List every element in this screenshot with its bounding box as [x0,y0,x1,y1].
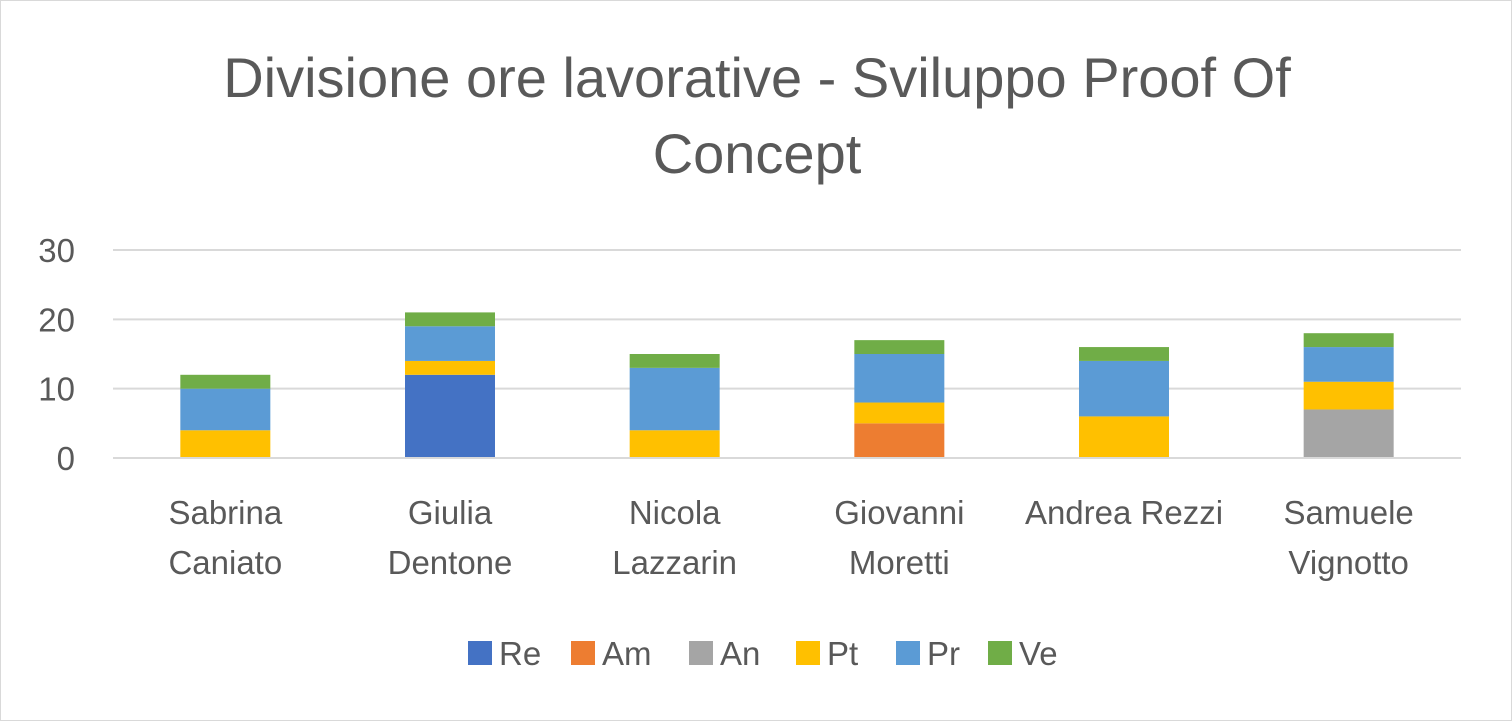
bar-segment-pr [629,367,720,431]
legend-swatch-pr [896,641,920,665]
bar-segment-pt [629,430,720,458]
x-category-label: Andrea Rezzi [1025,494,1223,531]
x-category-label: Sabrina [168,494,282,531]
chart-title: Divisione ore lavorative - Sviluppo Proo… [223,46,1291,185]
bar-segment-pt [854,402,945,424]
bar-segment-pt [1079,416,1169,458]
chart-title-line: Concept [653,122,862,185]
bar-segment-pt [405,360,495,375]
bar-segment-ve [1079,347,1169,361]
legend-label-re: Re [499,635,541,672]
x-category-label: Caniato [168,544,282,581]
legend-label-pr: Pr [927,635,960,672]
y-tick-label: 30 [38,232,75,269]
bar-segment-re [405,374,495,458]
legend-swatch-ve [988,641,1012,665]
y-tick-label: 20 [38,301,75,338]
bar-segment-ve [629,354,720,368]
y-tick-label: 10 [38,371,75,408]
bar-segment-ve [180,374,271,389]
bar-segment-an [1303,409,1394,458]
bar-segment-am [854,423,945,458]
x-axis-categories: Sabrina Caniato Giulia Dentone Nicola Lazzari… [168,494,1413,581]
legend-label-pt: Pt [827,635,858,672]
x-category-label: Giovanni [834,494,964,531]
bar-segment-ve [854,340,945,354]
x-category-label: Lazzarin [612,544,737,581]
bar-segment-pr [1303,347,1394,382]
bar-segment-pr [854,354,945,403]
bar-segment-pt [1303,381,1394,410]
chart-title-line: Divisione ore lavorative - Sviluppo Proo… [223,46,1291,109]
legend-label-an: An [720,635,760,672]
gridlines [113,249,1461,390]
bar-segment-ve [1303,333,1394,348]
bars [180,312,1394,458]
legend: Re Am An Pt Pr Ve [468,635,1058,672]
x-category-label: Nicola [629,494,721,531]
x-category-label: Dentone [388,544,513,581]
legend-swatch-re [468,641,492,665]
x-category-label: Vignotto [1288,544,1409,581]
bar-segment-pr [1079,360,1169,417]
legend-label-ve: Ve [1019,635,1058,672]
legend-swatch-pt [796,641,820,665]
y-tick-label: 0 [57,440,75,477]
bar-segment-pr [405,326,495,361]
x-category-label: Giulia [408,494,493,531]
bar-segment-pt [180,430,271,458]
legend-swatch-am [571,641,595,665]
x-category-label: Samuele [1284,494,1414,531]
y-axis-ticks: 0 10 20 30 [38,232,75,477]
x-category-label: Moretti [849,544,950,581]
bar-segment-ve [405,312,495,327]
legend-swatch-an [689,641,713,665]
legend-label-am: Am [602,635,652,672]
bar-segment-pr [180,388,271,431]
